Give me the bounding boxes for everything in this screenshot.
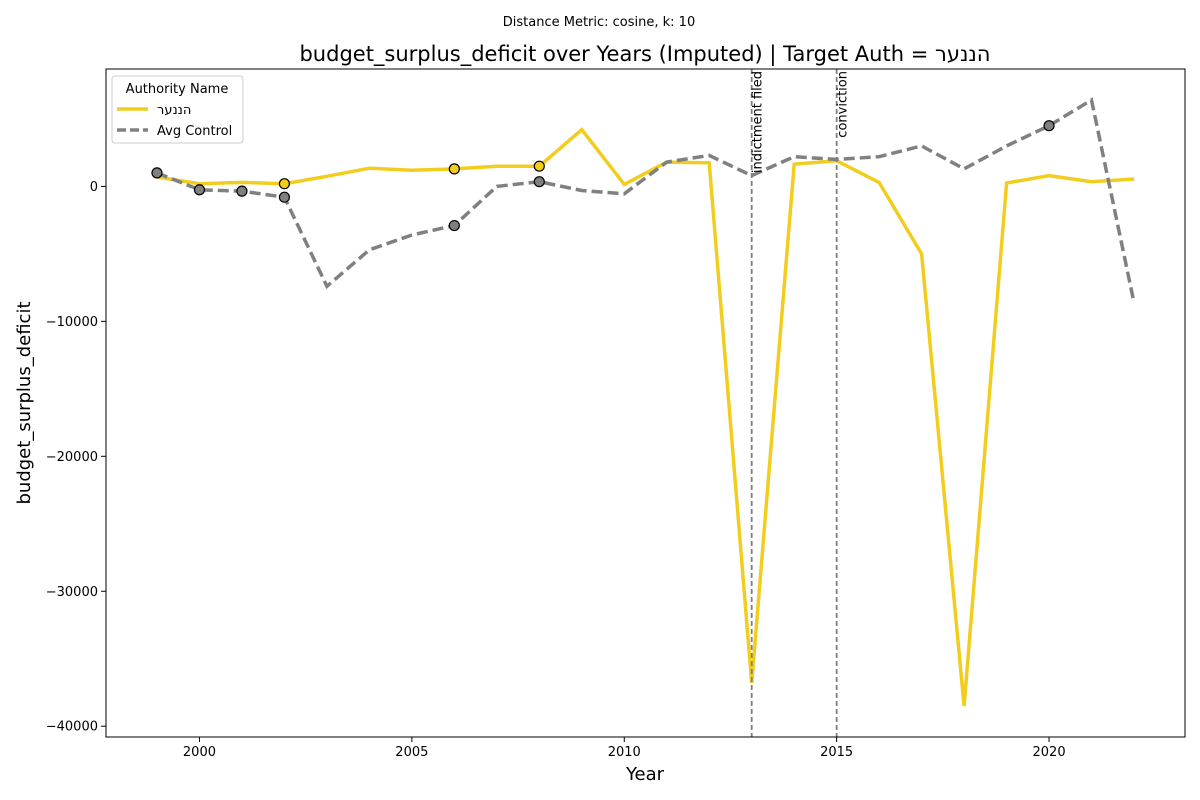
data-point-control (151, 167, 163, 179)
y-tick-label: −10000 (46, 315, 98, 330)
y-tick-label: −20000 (46, 450, 98, 465)
legend-box (111, 75, 244, 144)
y-tick-label: −40000 (46, 720, 98, 735)
data-point-control (1043, 120, 1055, 132)
event-label: conviction (836, 71, 851, 138)
x-axis: 2000 2005 2010 2015 2020 (183, 737, 1066, 760)
x-tick-label: 2000 (183, 745, 216, 760)
legend-label-control: Avg Control (157, 124, 232, 139)
y-axis: 0 −10000 −20000 −30000 −40000 (46, 180, 106, 735)
data-point-control (278, 191, 291, 203)
data-point-control (533, 176, 545, 188)
legend: Authority Name הננער Avg Control (111, 75, 244, 144)
series-line-target (156, 127, 1135, 707)
data-point-control (193, 184, 206, 196)
x-tick-label: 2005 (395, 745, 428, 760)
legend-label-target: הננער (157, 103, 191, 118)
data-point-target (278, 178, 291, 190)
observed-points (151, 120, 1055, 232)
chart-title: budget_surplus_deficit over Years (Imput… (299, 42, 990, 67)
legend-title: Authority Name (126, 82, 229, 97)
data-point-control (236, 185, 248, 197)
data-point-target (533, 160, 545, 172)
x-tick-label: 2020 (1033, 745, 1066, 760)
x-axis-label: Year (625, 764, 665, 785)
y-tick-label: 0 (90, 180, 98, 195)
plot-area: indictment filed conviction (151, 69, 1136, 737)
x-tick-label: 2015 (820, 745, 853, 760)
y-tick-label: −30000 (46, 585, 98, 600)
data-point-control (448, 219, 460, 232)
chart-suptitle: Distance Metric: cosine, k: 10 (503, 15, 695, 30)
plot-frame (105, 68, 1186, 738)
series-lines (156, 97, 1136, 707)
series-line-control (156, 97, 1136, 303)
event-label: indictment filed (751, 71, 766, 173)
y-axis-label: budget_surplus_deficit (14, 301, 35, 504)
x-tick-label: 2010 (608, 745, 641, 760)
data-point-target (448, 163, 460, 175)
event-markers: indictment filed conviction (751, 69, 851, 737)
